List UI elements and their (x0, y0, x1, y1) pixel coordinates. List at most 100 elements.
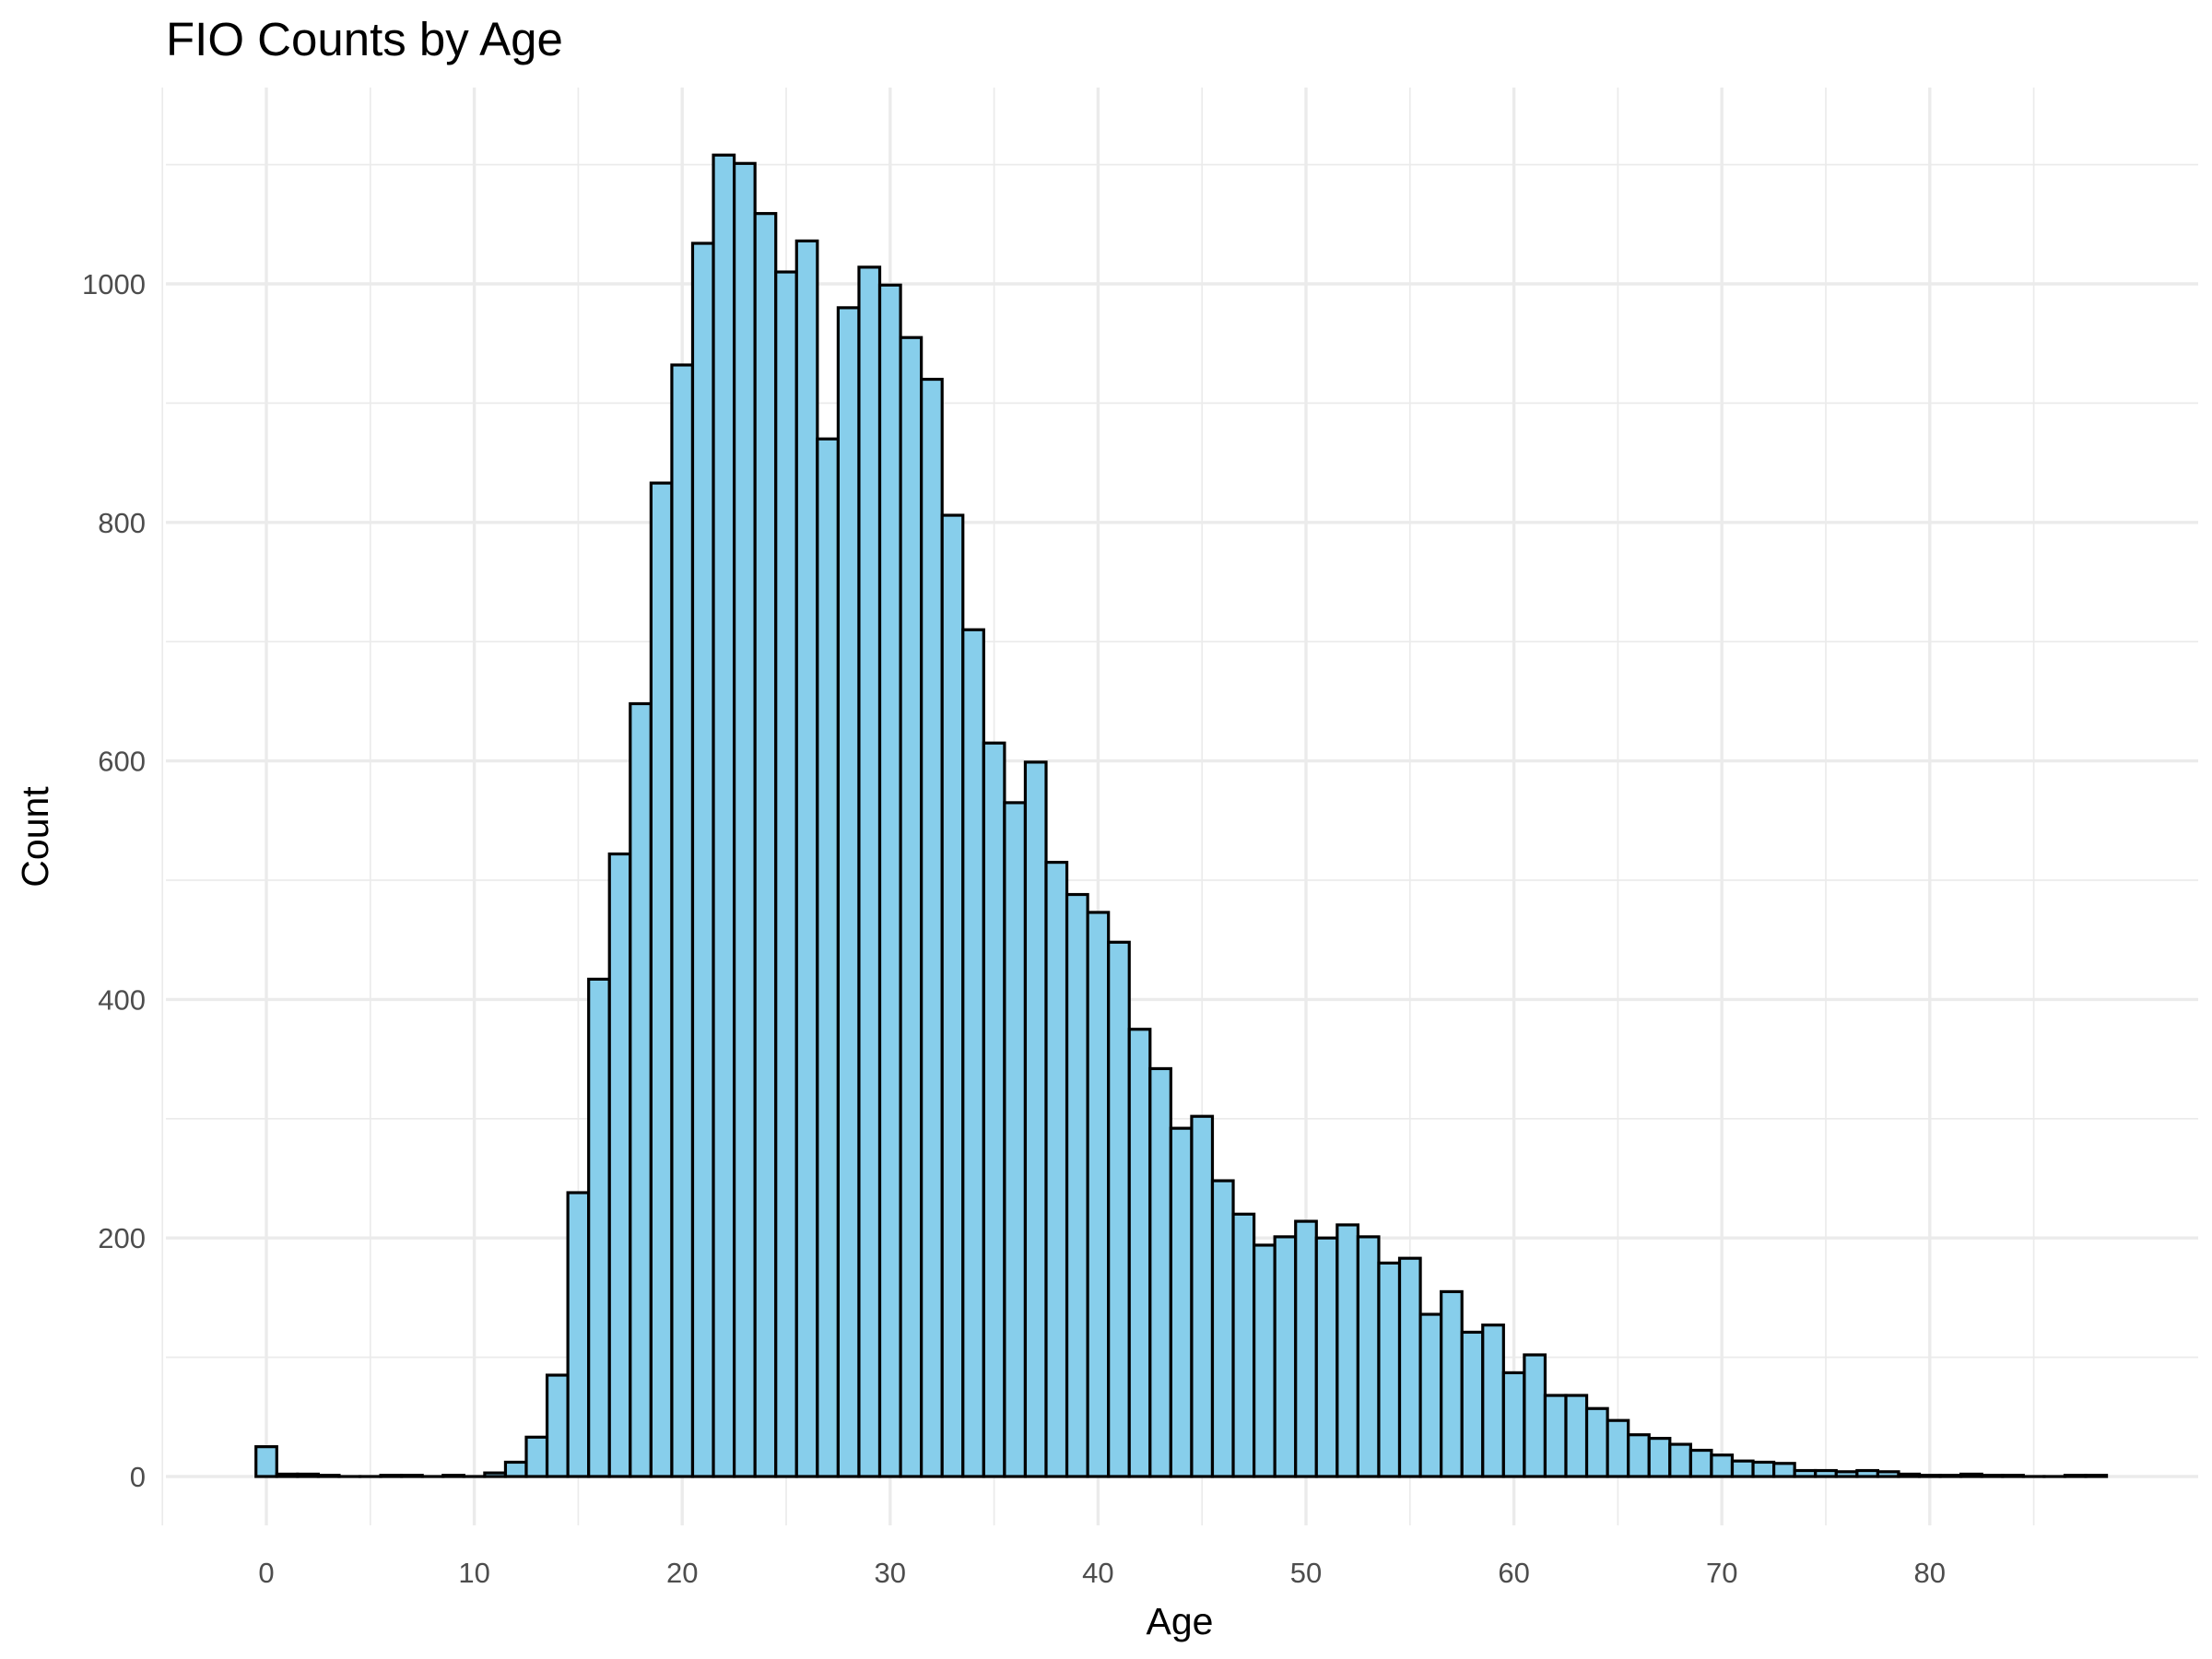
histogram-bar (1793, 1468, 1818, 1478)
x-tick-label: 10 (458, 1557, 489, 1589)
histogram-bar (524, 1435, 549, 1478)
histogram-bar (545, 1373, 570, 1478)
histogram-bar (379, 1474, 404, 1478)
x-tick-label: 0 (258, 1557, 274, 1589)
histogram-bar (254, 1445, 278, 1478)
histogram-bar (1814, 1468, 1838, 1478)
histogram-bars (254, 153, 2109, 1478)
histogram-bar (1523, 1353, 1547, 1478)
histogram-bar (690, 241, 715, 1478)
histogram-bar (1003, 801, 1028, 1478)
y-axis-title: Count (14, 786, 56, 888)
histogram-bar (400, 1474, 424, 1478)
histogram-bar (316, 1474, 341, 1478)
histogram-bar (774, 270, 798, 1478)
chart-title: FIO Counts by Age (166, 13, 563, 65)
histogram-bar (1460, 1330, 1485, 1478)
histogram-bar (649, 481, 674, 1478)
histogram-bar (1710, 1453, 1735, 1478)
histogram-bar (1127, 1028, 1152, 1478)
y-tick-label: 800 (98, 507, 146, 539)
histogram-bar (857, 265, 882, 1478)
x-tick-label: 50 (1290, 1557, 1322, 1589)
histogram-bar (899, 335, 924, 1478)
histogram-bar (1314, 1236, 1339, 1478)
histogram-bar (877, 283, 902, 1478)
histogram-bar (670, 363, 695, 1478)
y-tick-label: 1000 (82, 268, 146, 300)
x-tick-label: 40 (1082, 1557, 1113, 1589)
histogram-bar (296, 1472, 320, 1478)
histogram-bar (441, 1474, 465, 1478)
x-tick-label: 20 (666, 1557, 698, 1589)
histogram-bar (1252, 1243, 1277, 1478)
y-tick-label: 600 (98, 746, 146, 778)
histogram-bar (1938, 1474, 1963, 1478)
histogram-bar (275, 1472, 300, 1478)
histogram-bar (816, 437, 841, 1478)
histogram-bar (920, 377, 944, 1478)
histogram-bar (1564, 1394, 1589, 1478)
histogram-bar (1335, 1223, 1359, 1478)
y-tick-label: 0 (130, 1461, 146, 1493)
histogram-bar (732, 161, 757, 1478)
histogram-bar (2084, 1474, 2109, 1478)
histogram-bar (1771, 1462, 1796, 1478)
histogram-bar (1834, 1470, 1859, 1478)
histogram-bar (836, 306, 861, 1478)
histogram-bar (1917, 1474, 1942, 1478)
histogram-bar (503, 1460, 528, 1478)
histogram-bar (1876, 1470, 1900, 1478)
histogram-bar (1855, 1468, 1879, 1478)
histogram-bar (1980, 1474, 2005, 1478)
histogram-bar (1730, 1459, 1755, 1478)
histogram-bar (982, 741, 1006, 1478)
histogram-bar (1023, 760, 1048, 1478)
histogram-bar (1107, 940, 1131, 1478)
histogram-bar (1356, 1235, 1381, 1478)
histogram-bar (1647, 1436, 1672, 1478)
histogram-bar (961, 628, 985, 1478)
histogram-bar (1481, 1324, 1505, 1478)
histogram-bar (1044, 860, 1069, 1478)
histogram-bar (794, 239, 819, 1478)
x-axis-title: Age (1147, 1600, 1214, 1642)
x-tick-label: 60 (1498, 1557, 1529, 1589)
histogram-bar (753, 212, 778, 1478)
histogram-bar (1231, 1212, 1256, 1478)
histogram-bar (607, 852, 632, 1478)
histogram-bar (1148, 1066, 1172, 1478)
histogram-bar (1065, 892, 1089, 1478)
histogram-bar (1584, 1406, 1609, 1478)
histogram-bar (1688, 1448, 1713, 1478)
histogram-bar (629, 701, 653, 1478)
histogram-bar (1897, 1472, 1922, 1478)
histogram-bar (1397, 1256, 1422, 1478)
histogram-bar (1959, 1472, 1983, 1478)
histogram-bar (587, 977, 611, 1478)
x-tick-label: 30 (875, 1557, 906, 1589)
histogram-bar (1273, 1235, 1298, 1478)
histogram-bar (1751, 1460, 1776, 1478)
histogram-bar (1377, 1261, 1402, 1478)
histogram-bar (566, 1191, 591, 1478)
histogram-bar (1501, 1371, 1526, 1478)
histogram-bar (1627, 1433, 1651, 1478)
histogram-bar (1294, 1219, 1318, 1478)
histogram-bar (1668, 1442, 1692, 1478)
y-tick-label: 400 (98, 983, 146, 1016)
histogram-bar (1418, 1312, 1443, 1478)
histogram-bar (2001, 1474, 2025, 1478)
histogram-bar (483, 1471, 508, 1478)
histogram-bar (1190, 1114, 1215, 1478)
histogram-bar (1606, 1418, 1630, 1478)
histogram-bar (1210, 1179, 1235, 1478)
histogram-bar (940, 513, 965, 1478)
histogram-bar (2063, 1474, 2088, 1478)
histogram-bar (1169, 1126, 1194, 1478)
histogram-bar (1440, 1289, 1464, 1478)
histogram-bar (1086, 911, 1111, 1478)
